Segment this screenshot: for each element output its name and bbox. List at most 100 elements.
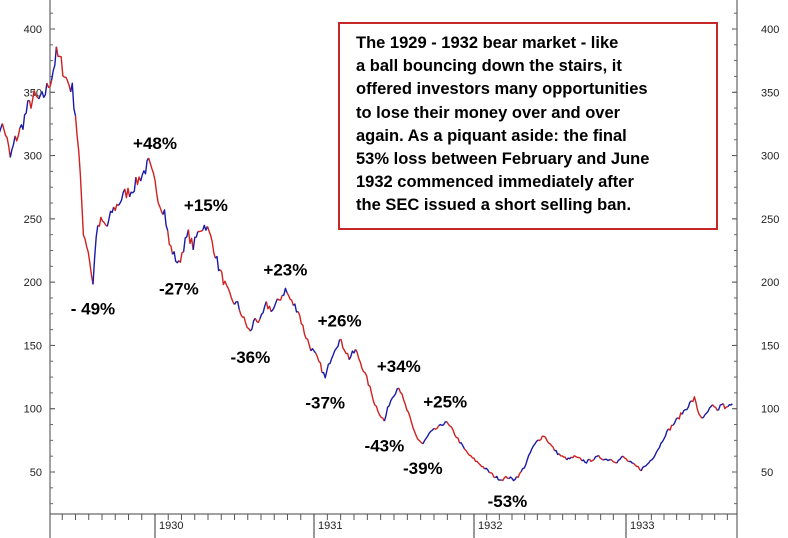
series-segment — [489, 471, 496, 479]
series-segment — [70, 82, 77, 116]
series-segment — [233, 301, 240, 310]
series-segment — [494, 475, 502, 481]
series-segment — [672, 417, 679, 426]
series-segment — [128, 177, 137, 198]
series-segment — [484, 467, 490, 473]
x-tick-label: 1930 — [159, 520, 183, 532]
y-tick-label: 150 — [24, 340, 42, 352]
series-segment — [192, 231, 199, 250]
series-segment — [581, 458, 590, 464]
series-segment — [74, 115, 94, 285]
swing-label: +25% — [423, 392, 467, 411]
series-segment — [276, 295, 283, 301]
series-segment — [55, 46, 72, 93]
swing-label: +34% — [377, 357, 421, 376]
series-segment — [297, 311, 312, 351]
swing-label: -39% — [403, 459, 443, 478]
y-tick-label: 200 — [761, 277, 779, 289]
series-segment — [727, 403, 733, 408]
swing-label: +26% — [318, 311, 362, 330]
swing-label: -36% — [231, 348, 271, 367]
series-segment — [167, 230, 174, 255]
series-segment — [459, 442, 466, 450]
series-segment — [117, 188, 126, 206]
y-tick-label: 100 — [761, 404, 779, 416]
y-tick-label: 150 — [761, 340, 779, 352]
commentary-line: to lose their money over and over — [356, 103, 621, 122]
commentary-line: the SEC issued a short selling ban. — [356, 196, 632, 215]
series-segment — [282, 287, 288, 296]
series-segment — [1, 123, 11, 158]
y-axis-right: 400 350 300 250 200 150 100 50 — [732, 12, 779, 505]
series-segment — [265, 301, 272, 312]
series-segment — [292, 303, 299, 313]
swing-label: +48% — [133, 134, 177, 153]
series-segment — [147, 157, 164, 215]
series-segment — [202, 224, 209, 231]
series-segment — [46, 80, 53, 89]
series-segment — [593, 454, 599, 460]
commentary-line: again. As a piquant aside: the final — [356, 126, 627, 145]
commentary-line: 53% loss between February and June — [356, 150, 650, 169]
swing-annotations: - 49% +48% -27% +15% -36% +23% -37% +26% -43% +34… — [71, 134, 528, 511]
series-segment — [187, 229, 194, 250]
series-segment — [178, 251, 184, 263]
y-tick-label: 400 — [24, 24, 42, 36]
series-segment — [681, 400, 692, 415]
series-segment — [722, 403, 728, 410]
series-segment — [558, 453, 568, 461]
series-segment — [716, 402, 724, 412]
swing-label: +23% — [263, 261, 307, 280]
y-tick-label: 50 — [30, 467, 42, 479]
series-segment — [610, 458, 618, 464]
series-segment — [28, 89, 40, 110]
series-segment — [14, 127, 21, 142]
series-segment — [38, 83, 48, 100]
series-segment — [383, 387, 400, 422]
series-segment — [310, 348, 317, 354]
y-tick-label: 300 — [761, 151, 779, 163]
series-segment — [321, 339, 341, 379]
x-tick-label: 1931 — [318, 520, 342, 532]
y-tick-label: 300 — [24, 151, 42, 163]
series-segment — [438, 421, 447, 427]
series-segment — [135, 176, 142, 186]
series-segment — [602, 458, 612, 462]
y-tick-label: 100 — [24, 404, 42, 416]
series-segment — [597, 455, 604, 461]
series-segment — [254, 317, 261, 324]
swing-label: -43% — [365, 436, 405, 455]
series-segment — [501, 475, 510, 482]
series-segment — [691, 396, 703, 419]
series-segment — [314, 352, 323, 373]
series-segment — [50, 46, 58, 81]
series-segment — [516, 471, 522, 478]
series-segment — [219, 269, 236, 305]
y-tick-label: 400 — [761, 24, 779, 36]
commentary-line: offered investors many opportunities — [356, 80, 648, 99]
series-segment — [520, 439, 539, 473]
y-tick-label: 250 — [761, 214, 779, 226]
series-segment — [92, 225, 99, 285]
x-tick-label: 1933 — [630, 520, 654, 532]
series-segment — [124, 187, 131, 199]
series-segment — [508, 476, 518, 482]
series-segment — [398, 387, 424, 445]
series-segment — [463, 448, 486, 470]
series-segment — [537, 435, 556, 451]
y-tick-label: 50 — [761, 467, 773, 479]
series-segment — [640, 428, 670, 472]
series-segment — [197, 229, 204, 233]
swing-label: -37% — [305, 393, 345, 412]
series-segment — [554, 449, 560, 456]
swing-label: - 49% — [71, 300, 115, 319]
series-segment — [214, 255, 221, 272]
swing-label: +15% — [184, 196, 228, 215]
series-segment — [433, 425, 440, 430]
series-segment — [677, 412, 683, 420]
series-segment — [19, 99, 30, 131]
series-segment — [628, 460, 634, 464]
y-tick-label: 350 — [761, 87, 779, 99]
commentary-line: The 1929 - 1932 bear market - like — [356, 34, 619, 52]
series-segment — [9, 135, 16, 158]
